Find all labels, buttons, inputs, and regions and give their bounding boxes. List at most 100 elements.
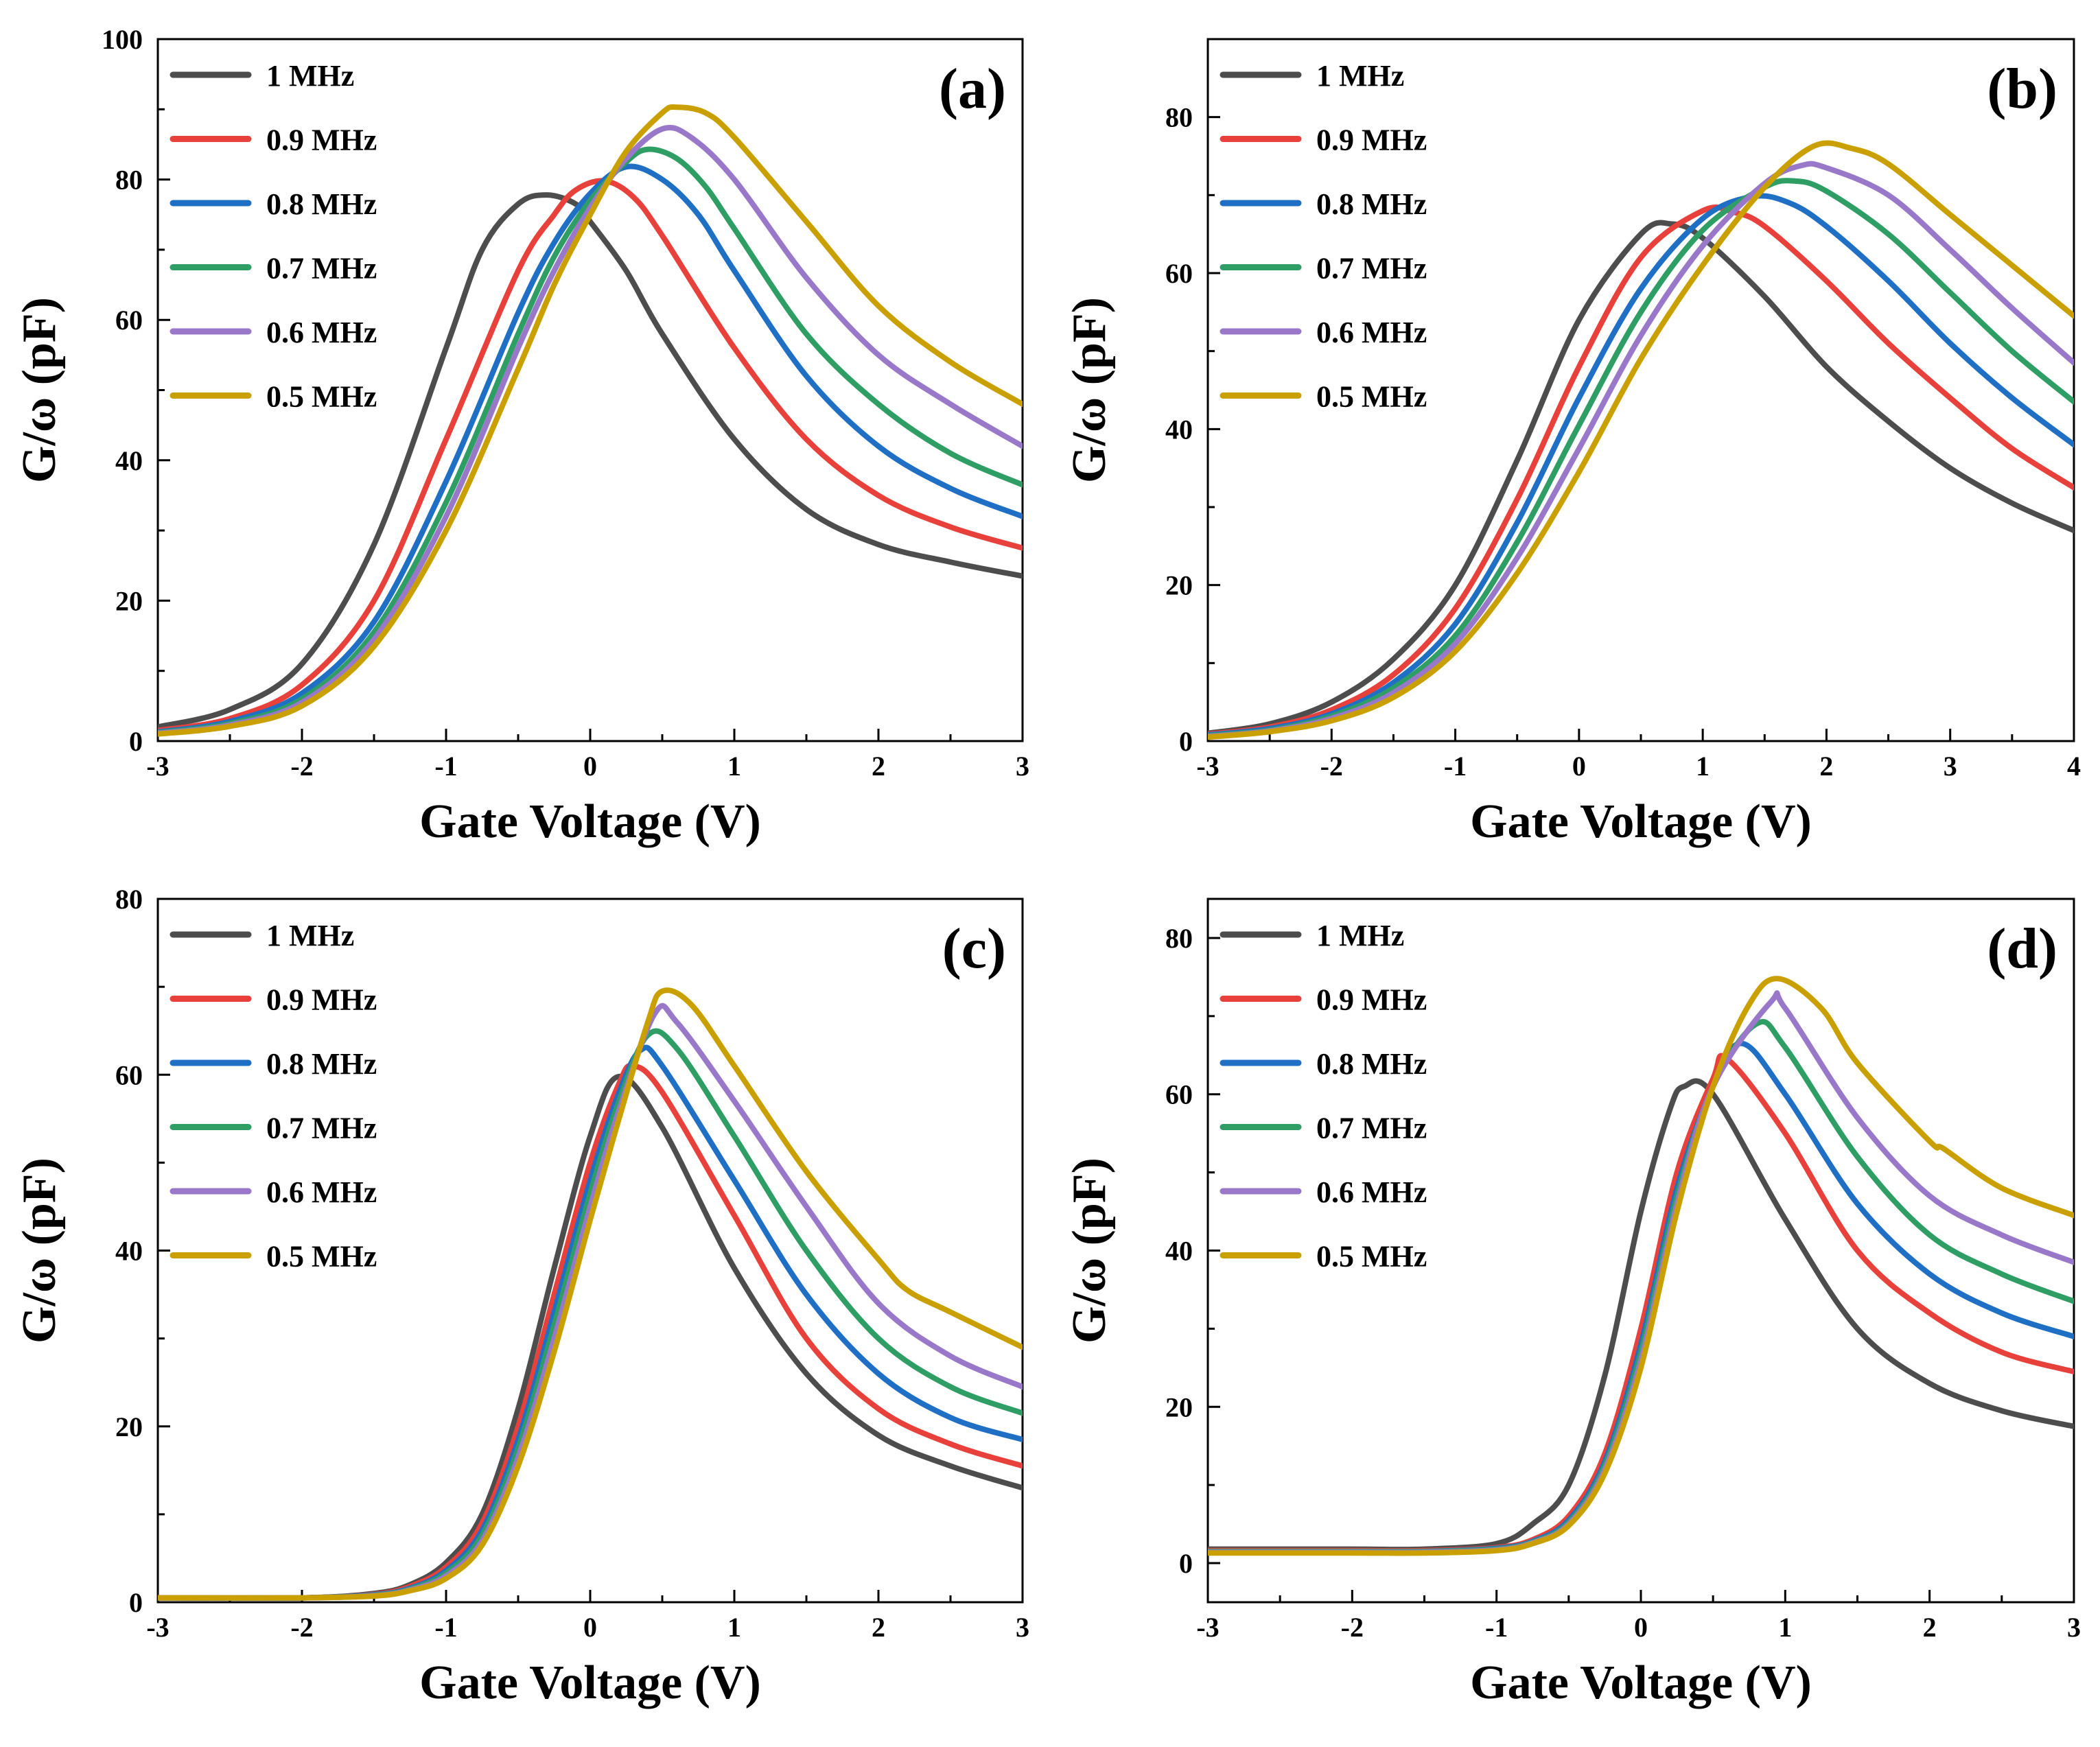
legend-label: 0.6 MHz (266, 316, 377, 349)
series-line-0-5-mhz (1208, 140, 2074, 740)
y-axis-title: G/ω (pF) (13, 297, 66, 483)
x-tick-label: 2 (872, 751, 885, 782)
y-tick-label: 0 (1179, 1548, 1193, 1579)
legend-label: 0.9 MHz (266, 983, 377, 1017)
y-tick-label: 40 (115, 1236, 143, 1267)
legend-label: 0.7 MHz (1316, 252, 1427, 285)
x-tick-label: 4 (2067, 751, 2081, 782)
x-tick-label: 0 (1634, 1612, 1648, 1643)
y-tick-label: 0 (129, 726, 143, 757)
x-tick-label: 2 (872, 1612, 885, 1643)
legend-label: 0.5 MHz (266, 1240, 377, 1274)
series-line-0-6-mhz (158, 1003, 1023, 1601)
y-tick-label: 20 (1165, 570, 1193, 601)
y-tick-label: 20 (1165, 1392, 1193, 1422)
chart-panel-4: -3 -2 -1 0 1 2 3 0 20 40 60 80 Gate Voltage (V) G/ω (… (1063, 898, 2081, 1709)
series-line-1-mhz (158, 192, 1023, 730)
y-tick-label: 20 (115, 1411, 143, 1442)
x-tick-label: -2 (290, 1612, 313, 1643)
legend-label: 0.8 MHz (266, 1047, 377, 1081)
x-tick-label: -1 (434, 751, 457, 782)
y-tick-label: 80 (115, 884, 143, 915)
x-tick-label: -2 (1320, 751, 1343, 782)
panel-label: (b) (1987, 57, 2057, 121)
series-line-0-7-mhz (1208, 178, 2074, 738)
legend-label: 0.7 MHz (266, 252, 377, 285)
y-tick-label: 40 (1165, 414, 1193, 445)
legend-label: 1 MHz (1316, 59, 1404, 93)
series-line-0-6-mhz (1208, 161, 2074, 740)
series-line-0-9-mhz (158, 1062, 1023, 1601)
x-tick-label: -2 (290, 751, 313, 782)
series-line-0-5-mhz (1208, 976, 2074, 1556)
legend-label: 0.5 MHz (1316, 380, 1427, 414)
y-axis-title: G/ω (pF) (1063, 297, 1116, 483)
series-group (1208, 976, 2074, 1556)
x-tick-label: 3 (1016, 1612, 1029, 1643)
x-axis-title: Gate Voltage (V) (1470, 795, 1812, 848)
panel-label: (d) (1987, 917, 2057, 981)
legend-label: 0.7 MHz (1316, 1112, 1427, 1145)
y-tick-label: 0 (129, 1587, 143, 1618)
y-tick-label: 60 (115, 1059, 143, 1090)
legend-label: 0.9 MHz (266, 124, 377, 157)
x-tick-label: 3 (2067, 1612, 2081, 1643)
series-group (1208, 140, 2074, 740)
x-axis-title: Gate Voltage (V) (1470, 1656, 1812, 1709)
y-tick-label: 60 (1165, 1079, 1193, 1110)
x-tick-label: -1 (434, 1612, 457, 1643)
x-tick-label: -2 (1341, 1612, 1364, 1643)
legend-label: 1 MHz (266, 919, 354, 952)
series-line-0-9-mhz (1208, 204, 2074, 737)
y-tick-label: 40 (1165, 1236, 1193, 1267)
legend-label: 1 MHz (266, 59, 354, 93)
legend-label: 0.6 MHz (1316, 316, 1427, 349)
series-line-1-mhz (1208, 220, 2074, 736)
y-tick-label: 100 (102, 24, 143, 55)
y-tick-label: 80 (1165, 923, 1193, 954)
x-tick-label: 0 (1572, 751, 1586, 782)
x-tick-label: 0 (583, 1612, 597, 1643)
y-axis-title: G/ω (pF) (1063, 1158, 1116, 1344)
panel-label: (a) (939, 57, 1006, 121)
x-tick-label: 1 (1778, 1612, 1792, 1643)
x-tick-label: 2 (1923, 1612, 1937, 1643)
y-tick-label: 40 (115, 445, 143, 476)
legend-label: 0.6 MHz (266, 1175, 377, 1209)
chart-panel-3: -3 -2 -1 0 1 2 3 0 20 40 60 80 Gate Voltage (V) G/ω (… (13, 884, 1029, 1709)
x-tick-label: -3 (146, 1612, 169, 1643)
x-tick-label: 2 (1819, 751, 1833, 782)
series-line-0-8-mhz (1208, 193, 2074, 738)
chart-panel-1: -3 -2 -1 0 1 2 3 0 20 40 60 80 100 Gate Voltage (V) G/… (13, 24, 1029, 848)
legend-label: 1 MHz (1316, 919, 1404, 952)
x-tick-label: 1 (727, 751, 741, 782)
x-tick-label: -3 (146, 751, 169, 782)
x-tick-label: -1 (1485, 1612, 1508, 1643)
series-line-0-5-mhz (158, 987, 1023, 1601)
y-tick-label: 60 (1165, 258, 1193, 289)
x-tick-label: 1 (727, 1612, 741, 1643)
series-group (158, 104, 1023, 737)
legend-label: 0.5 MHz (1316, 1240, 1427, 1274)
legend-label: 0.8 MHz (1316, 187, 1427, 221)
x-tick-label: -3 (1196, 1612, 1219, 1643)
x-tick-label: 1 (1696, 751, 1710, 782)
x-tick-label: 3 (1944, 751, 1957, 782)
legend-label: 0.7 MHz (266, 1112, 377, 1145)
y-tick-label: 80 (115, 165, 143, 196)
legend-label: 0.5 MHz (266, 380, 377, 414)
y-tick-label: 60 (115, 305, 143, 336)
legend-label: 0.9 MHz (1316, 983, 1427, 1017)
x-axis-title: Gate Voltage (V) (419, 1656, 761, 1709)
series-line-0-6-mhz (158, 124, 1023, 736)
x-tick-label: 0 (583, 751, 597, 782)
y-tick-label: 80 (1165, 102, 1193, 133)
legend-label: 0.6 MHz (1316, 1175, 1427, 1209)
legend-label: 0.9 MHz (1316, 124, 1427, 157)
x-axis-title: Gate Voltage (V) (419, 795, 761, 848)
series-line-0-8-mhz (158, 163, 1023, 735)
x-tick-label: -3 (1196, 751, 1219, 782)
series-line-0-9-mhz (158, 178, 1023, 734)
